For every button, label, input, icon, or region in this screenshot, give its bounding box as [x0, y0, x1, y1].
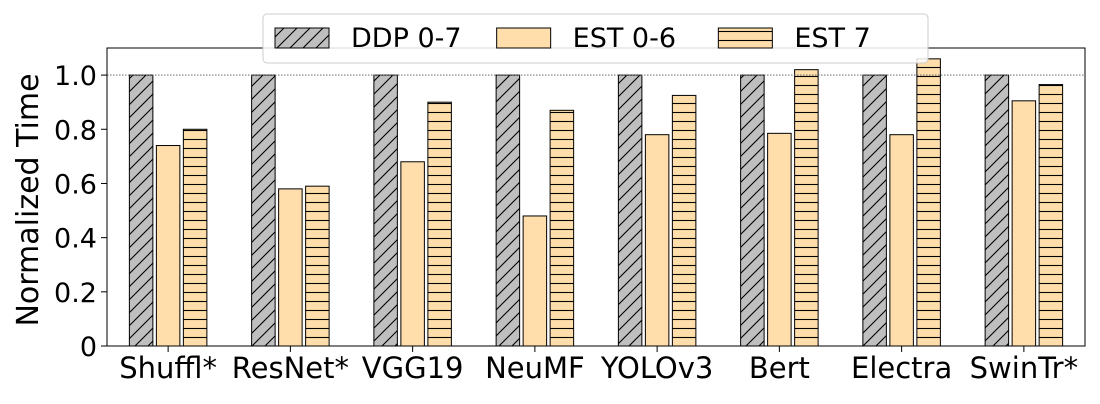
x-tick-label: Shuffl*	[119, 351, 217, 385]
bar-shuffl-ddp-0-7	[128, 74, 154, 347]
bar-neumf-ddp-0-7	[495, 74, 521, 347]
bar-shuffl-est-0-6	[155, 145, 181, 347]
legend: DDP 0-7 EST 0-6 EST 7	[262, 13, 929, 64]
bar-vgg19-est-0-6	[400, 161, 425, 347]
bar-swintr-est-0-6	[1011, 100, 1037, 347]
bar-electra-est-7	[916, 58, 941, 347]
legend-label: EST 0-6	[573, 23, 676, 54]
y-tick-label: 0.2	[54, 278, 97, 309]
bar-electra-ddp-0-7	[862, 74, 887, 347]
y-tick-label: 0.4	[54, 224, 97, 255]
x-tick-label: ResNet*	[232, 351, 349, 385]
legend-swatch-ddp-0-7	[274, 27, 330, 49]
plot-area: Shuffl* ResNet* VGG19 NeuMF YOLOv3 Bert Electr…	[11, 47, 1086, 385]
bar-resnet-est-7	[305, 185, 330, 347]
legend-swatch-est-7	[717, 27, 773, 49]
bar-vgg19-ddp-0-7	[373, 74, 398, 347]
bar-yolov3-est-7	[671, 94, 697, 347]
x-tick-label: NeuMF	[485, 351, 585, 385]
x-tick-label: SwinTr*	[970, 351, 1078, 385]
bar-swintr-est-7	[1038, 84, 1064, 347]
bar-neumf-est-7	[549, 109, 575, 347]
y-tick-label: 0.8	[54, 115, 97, 146]
x-tick-label: YOLOv3	[600, 351, 714, 385]
bar-bert-est-7	[794, 69, 819, 347]
bar-yolov3-ddp-0-7	[617, 74, 643, 347]
bar-shuffl-est-7	[182, 128, 208, 347]
legend-box	[262, 13, 929, 64]
bar-yolov3-est-0-6	[644, 134, 670, 347]
y-tick-label: 1.0	[54, 61, 97, 92]
y-tick-label: 0.6	[54, 169, 97, 200]
bar-resnet-est-0-6	[278, 188, 303, 347]
bar-bert-est-0-6	[767, 132, 792, 347]
x-tick-label: VGG19	[362, 351, 464, 385]
x-tick-label: Electra	[851, 351, 952, 385]
legend-label: EST 7	[794, 23, 870, 54]
x-tick-label: Bert	[749, 351, 810, 385]
bar-bert-ddp-0-7	[740, 74, 765, 347]
y-axis-title: Normalized Time	[11, 73, 46, 326]
bar-swintr-ddp-0-7	[984, 74, 1010, 347]
legend-label: DDP 0-7	[351, 23, 462, 54]
bar-electra-est-0-6	[889, 134, 914, 347]
legend-swatch-est-0-6	[496, 27, 552, 49]
bar-resnet-ddp-0-7	[251, 74, 276, 347]
bar-neumf-est-0-6	[522, 215, 548, 347]
bar-vgg19-est-7	[427, 101, 452, 347]
y-tick-label: 0	[80, 332, 97, 363]
